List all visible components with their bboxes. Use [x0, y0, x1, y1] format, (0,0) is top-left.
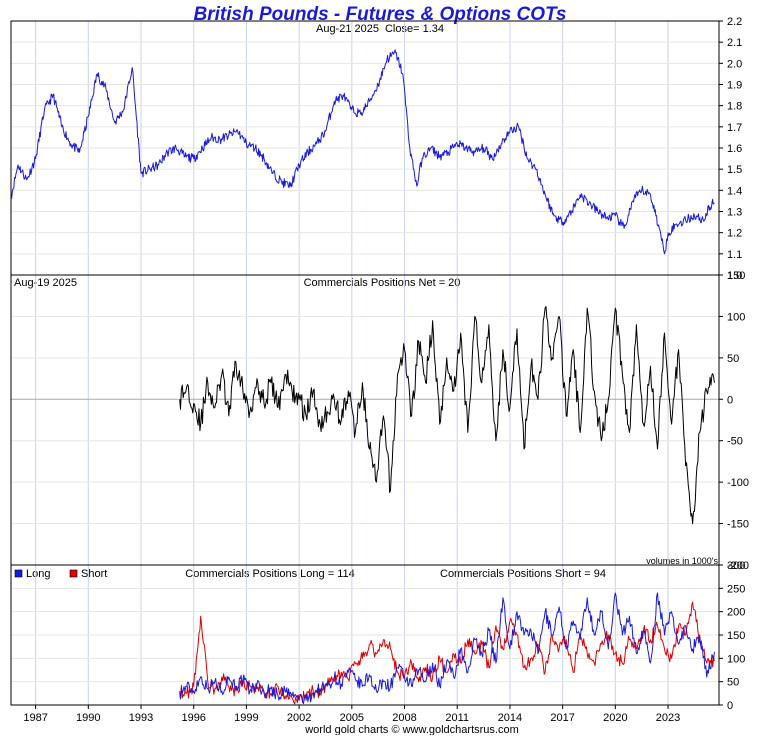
- price-ytick-label-1.3: 1.3: [727, 207, 742, 219]
- x-tick-label-1993: 1993: [129, 712, 153, 724]
- x-tick-label-2011: 2011: [445, 712, 469, 724]
- net-ytick-label-50: 50: [727, 353, 739, 365]
- volumes-note: volumes in 1000's: [646, 556, 718, 566]
- price-ytick-label-1.4: 1.4: [727, 185, 742, 197]
- pos-frame: [10, 564, 720, 706]
- x-tick-label-2017: 2017: [550, 712, 574, 724]
- price-series-line: [10, 49, 715, 255]
- x-tick-label-2002: 2002: [287, 712, 311, 724]
- price-panel: Aug-21 2025 Close= 1.34 1.0 1.1 1.2 1.3 1.4 1.…: [10, 16, 742, 282]
- long-series-line: [179, 592, 715, 705]
- pos-ytick-label-50: 50: [727, 677, 739, 689]
- price-date-label: Aug-21 2025: [316, 23, 379, 35]
- x-tick-label-2020: 2020: [603, 712, 627, 724]
- x-tick-label-2005: 2005: [340, 712, 364, 724]
- pos-ytick-label-150: 150: [727, 630, 745, 642]
- price-ytick-label-2.2: 2.2: [727, 16, 742, 28]
- price-ytick-label-1.6: 1.6: [727, 143, 742, 155]
- long-legend-label: Long: [26, 568, 50, 580]
- net-ytick-label--50: -50: [727, 436, 743, 448]
- x-tick-label-2023: 2023: [656, 712, 680, 724]
- short-legend-label: Short: [81, 568, 107, 580]
- price-ytick-label-1.0: 1.0: [727, 270, 742, 282]
- net-title: Commercials Positions Net = 20: [304, 277, 461, 289]
- short-title: Commercials Positions Short = 94: [440, 568, 606, 580]
- net-date-label: Aug-19 2025: [14, 277, 77, 289]
- x-tick-label-1996: 1996: [181, 712, 205, 724]
- pos-ytick-label-300: 300: [727, 560, 745, 572]
- long-legend-swatch: [14, 569, 23, 578]
- x-tick-label-1987: 1987: [23, 712, 47, 724]
- price-ytick-label-1.1: 1.1: [727, 249, 742, 261]
- price-close-label: Close= 1.34: [385, 23, 444, 35]
- net-ytick-label-150: 150: [727, 270, 745, 282]
- price-ytick-label-2.0: 2.0: [727, 58, 742, 70]
- net-frame: [10, 274, 720, 566]
- x-tick-label-1999: 1999: [234, 712, 258, 724]
- net-ytick-label--200: -200: [727, 560, 749, 572]
- net-ytick-label-0: 0: [727, 394, 733, 406]
- chart-title: British Pounds - Futures & Options COTs: [194, 4, 567, 25]
- price-ytick-label-2.1: 2.1: [727, 37, 742, 49]
- price-ytick-label-1.8: 1.8: [727, 101, 742, 113]
- net-ytick-label--150: -150: [727, 519, 749, 531]
- short-legend-swatch: [69, 569, 78, 578]
- net-series-line: [179, 306, 715, 525]
- net-ytick-label-100: 100: [727, 311, 745, 323]
- positions-panel: Long Short Commercials Positions Long = …: [10, 560, 745, 724]
- price-date-close-label: Aug-21 2025 Close= 1.34: [316, 23, 444, 35]
- net-panel: Aug-19 2025 Commercials Positions Net = …: [10, 270, 749, 572]
- pos-ytick-label-200: 200: [727, 607, 745, 619]
- net-ytick-label--100: -100: [727, 477, 749, 489]
- price-ytick-label-1.5: 1.5: [727, 164, 742, 176]
- pos-ytick-label-100: 100: [727, 653, 745, 665]
- x-tick-label-1990: 1990: [76, 712, 100, 724]
- pos-ytick-label-250: 250: [727, 583, 745, 595]
- long-title: Commercials Positions Long = 114: [185, 568, 354, 580]
- price-ytick-label-1.9: 1.9: [727, 80, 742, 92]
- pos-ytick-label-0: 0: [727, 700, 733, 712]
- footer-credit: world gold charts © www.goldchartsrus.co…: [304, 724, 519, 735]
- x-tick-label-2008: 2008: [392, 712, 416, 724]
- x-tick-label-2014: 2014: [498, 712, 522, 724]
- price-ytick-label-1.2: 1.2: [727, 228, 742, 240]
- price-ytick-label-1.7: 1.7: [727, 122, 742, 134]
